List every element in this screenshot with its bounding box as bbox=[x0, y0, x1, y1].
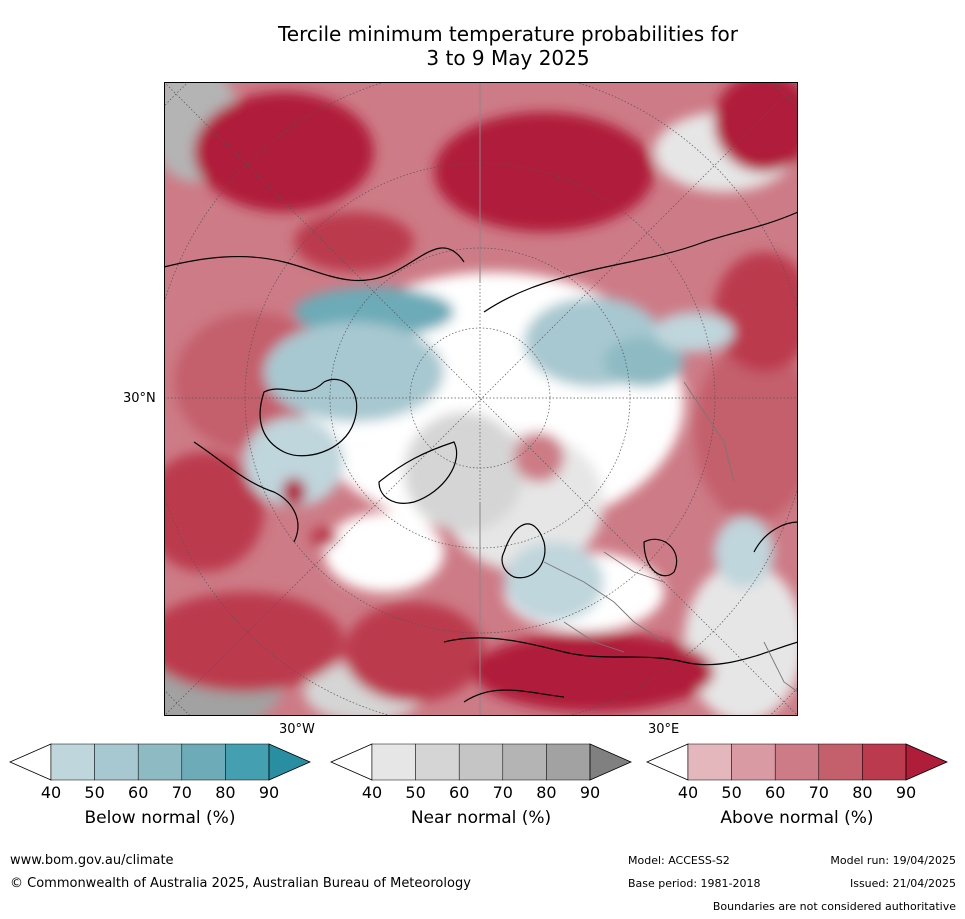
colorbar-segment bbox=[862, 743, 907, 781]
colorbar-tick-label: 40 bbox=[361, 783, 383, 802]
colorbar-near-normal bbox=[330, 743, 632, 781]
colorbar-segment bbox=[502, 743, 547, 781]
colorbar-segment bbox=[415, 743, 460, 781]
colorbar-tick-label: 40 bbox=[677, 783, 699, 802]
colorbar-tick-label: 90 bbox=[579, 783, 601, 802]
colorbar-tick-label: 40 bbox=[40, 783, 62, 802]
colorbar-tick-label: 80 bbox=[852, 783, 873, 802]
colorbar-tick-label: 60 bbox=[128, 783, 149, 802]
coastlines bbox=[164, 211, 798, 703]
colorbar-segment bbox=[94, 743, 139, 781]
chart-title: Tercile minimum temperature probabilitie… bbox=[0, 22, 965, 70]
footer-copyright: © Commonwealth of Australia 2025, Austra… bbox=[10, 876, 471, 891]
colorbar-tick-label: 50 bbox=[721, 783, 742, 802]
footer-disclaimer: Boundaries are not considered authoritat… bbox=[712, 900, 956, 913]
title-line-1: Tercile minimum temperature probabilitie… bbox=[277, 22, 739, 46]
lat-label-30n: 30°N bbox=[123, 391, 156, 406]
colorbar-segment bbox=[137, 743, 183, 781]
colorbar-tick-label: 80 bbox=[215, 783, 236, 802]
colorbar-extend-low bbox=[646, 743, 689, 781]
colorbar-extend-high bbox=[589, 743, 632, 781]
footer-base-period: Base period: 1981-2018 bbox=[628, 877, 761, 890]
probability-map bbox=[164, 82, 798, 716]
colorbar-segment bbox=[687, 743, 732, 781]
colorbar-above-normal bbox=[646, 743, 948, 781]
colorbar-extend-high bbox=[268, 743, 311, 781]
colorbar-segment bbox=[458, 743, 504, 781]
colorbar-below-normal bbox=[9, 743, 311, 781]
colorbar-segment bbox=[371, 743, 416, 781]
lon-label-30e: 30°E bbox=[648, 722, 680, 737]
colorbar-tick-label: 90 bbox=[258, 783, 280, 802]
colorbar-tick-label: 50 bbox=[405, 783, 426, 802]
colorbar-tick-label: 50 bbox=[84, 783, 105, 802]
colorbar-tick-label: 70 bbox=[171, 783, 192, 802]
colorbar-tick-label: 60 bbox=[765, 783, 786, 802]
borders bbox=[543, 381, 798, 693]
colorbar-segment bbox=[225, 743, 270, 781]
footer-model-run: Model run: 19/04/2025 bbox=[830, 854, 956, 867]
lon-label-30w: 30°W bbox=[279, 722, 315, 737]
colorbar-tick-label: 80 bbox=[536, 783, 557, 802]
colorbar-segment bbox=[181, 743, 226, 781]
map-svg bbox=[164, 82, 798, 716]
colorbar-title-above: Above normal (%) bbox=[720, 808, 874, 828]
colorbar-segment bbox=[774, 743, 820, 781]
colorbar-segment bbox=[50, 743, 95, 781]
footer-model: Model: ACCESS-S2 bbox=[628, 854, 730, 867]
colorbar-tick-label: 60 bbox=[449, 783, 470, 802]
footer-url: www.bom.gov.au/climate bbox=[10, 853, 174, 868]
colorbar-extend-low bbox=[330, 743, 373, 781]
map-frame bbox=[164, 82, 798, 716]
footer-issued: Issued: 21/04/2025 bbox=[849, 877, 956, 890]
colorbar-title-near: Near normal (%) bbox=[410, 808, 552, 828]
title-line-2: 3 to 9 May 2025 bbox=[426, 46, 590, 70]
probability-field bbox=[164, 82, 798, 716]
colorbar-segment bbox=[731, 743, 776, 781]
colorbar-extend-high bbox=[905, 743, 948, 781]
colorbar-segment bbox=[818, 743, 863, 781]
colorbar-tick-label: 90 bbox=[895, 783, 917, 802]
colorbar-tick-label: 70 bbox=[808, 783, 829, 802]
colorbar-extend-low bbox=[9, 743, 52, 781]
colorbar-segment bbox=[546, 743, 591, 781]
colorbar-tick-label: 70 bbox=[492, 783, 513, 802]
colorbar-title-below: Below normal (%) bbox=[84, 808, 236, 828]
